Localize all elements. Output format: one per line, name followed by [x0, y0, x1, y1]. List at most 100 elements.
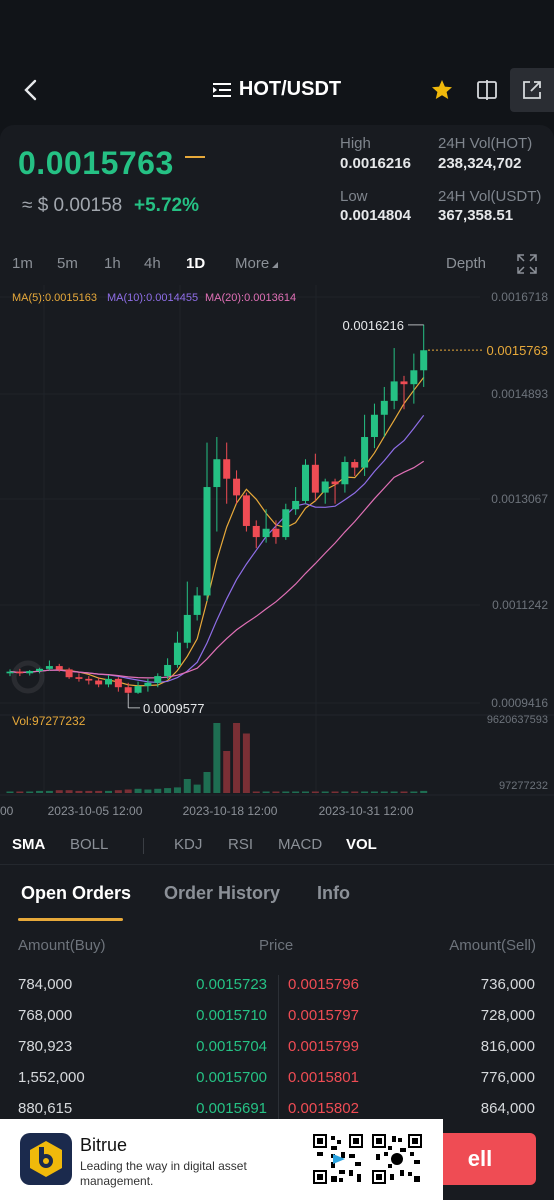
- tab-rsi[interactable]: RSI: [228, 836, 254, 853]
- high-label: High: [340, 135, 371, 152]
- volume-bar: [65, 790, 73, 793]
- orderbook-divider: [278, 975, 279, 1120]
- tab-open-orders[interactable]: Open Orders: [21, 883, 132, 903]
- more-label: More: [235, 255, 270, 272]
- qr-code-icon: [372, 1134, 422, 1184]
- watermark-logo: [11, 660, 45, 694]
- candle: [134, 686, 142, 693]
- volume-bar: [302, 791, 309, 793]
- last-price-label: 0.0015763: [487, 343, 548, 358]
- order-row[interactable]: 768,000 0.0015710 0.0015797 728,000: [0, 1007, 554, 1037]
- candle: [203, 487, 211, 596]
- vol-label: Vol:97277232: [12, 714, 86, 728]
- ask-price: 0.0015801: [288, 1069, 359, 1086]
- x-tick-label: 2023-10-18 12:00: [183, 804, 278, 818]
- buy-amount: 784,000: [18, 976, 73, 993]
- tab-1m[interactable]: 1m: [12, 255, 33, 272]
- volume-bar: [331, 791, 339, 793]
- star-icon[interactable]: [424, 72, 460, 108]
- vol-tick-label: 9620637593: [487, 714, 548, 726]
- compare-icon[interactable]: [469, 72, 505, 108]
- candle: [292, 500, 300, 510]
- volume-bar: [16, 791, 24, 793]
- x-tick-label: 2023-10-05 12:00: [48, 804, 143, 818]
- candle: [242, 495, 250, 526]
- vol-hot-label: 24H Vol(HOT): [438, 135, 533, 152]
- ma20-line: [9, 460, 425, 679]
- candle: [321, 481, 329, 493]
- volume-bar: [124, 789, 132, 793]
- bid-price: 0.0015700: [196, 1069, 267, 1086]
- volume-bar: [45, 790, 53, 793]
- order-row[interactable]: 1,552,000 0.0015700 0.0015801 776,000: [0, 1069, 554, 1099]
- back-icon[interactable]: [18, 76, 44, 104]
- ad-banner[interactable]: Bitrue Leading the way in digital asset …: [0, 1119, 443, 1200]
- buy-amount: 1,552,000: [18, 1069, 85, 1086]
- tab-more[interactable]: More: [235, 255, 279, 272]
- ma5-label: MA(5):0.0015163: [12, 292, 97, 304]
- usd-equivalent: ≈ $ 0.00158: [22, 195, 123, 216]
- candle: [410, 370, 418, 385]
- tab-boll[interactable]: BOLL: [70, 836, 109, 853]
- y-tick-label: 0.0009416: [491, 696, 548, 710]
- tab-1h[interactable]: 1h: [104, 255, 121, 272]
- x-tick-label: 2023-10-31 12:00: [319, 804, 414, 818]
- volume-bar: [242, 733, 250, 793]
- tab-kdj[interactable]: KDJ: [174, 836, 203, 853]
- sell-amount: 816,000: [480, 1038, 535, 1055]
- tab-info[interactable]: Info: [317, 883, 350, 903]
- volume-bar: [55, 790, 63, 793]
- candle: [420, 350, 428, 371]
- buy-amount: 768,000: [18, 1007, 73, 1024]
- volume-bar: [272, 791, 280, 793]
- header: HOT/USDT: [0, 0, 554, 125]
- high-value: 0.0016216: [340, 155, 411, 172]
- low-label: Low: [340, 188, 368, 205]
- volume-bar: [6, 791, 14, 793]
- share-icon[interactable]: [510, 68, 554, 112]
- tab-5m[interactable]: 5m: [57, 255, 78, 272]
- candle: [351, 462, 359, 468]
- bitrue-logo: [20, 1133, 72, 1185]
- candle: [361, 437, 369, 468]
- volume-bar: [370, 791, 378, 793]
- tab-4h[interactable]: 4h: [144, 255, 161, 272]
- tab-depth[interactable]: Depth: [446, 255, 487, 272]
- y-tick-label: 0.0011242: [492, 598, 548, 612]
- candle: [262, 528, 270, 538]
- tab-order-history[interactable]: Order History: [164, 883, 281, 903]
- y-tick-label: 0.0016718: [491, 290, 548, 304]
- volume-bar: [380, 791, 388, 793]
- volume-bar: [282, 791, 290, 793]
- pair-selector[interactable]: HOT/USDT: [0, 78, 554, 101]
- vol-hot-value: 238,324,702: [438, 155, 522, 172]
- volume-bar: [183, 779, 191, 793]
- tab-macd[interactable]: MACD: [278, 836, 323, 853]
- bid-price: 0.0015723: [196, 976, 267, 993]
- separator: [143, 838, 144, 854]
- timeframe-tabs: 1m 5m 1h 4h 1D More: [0, 255, 554, 285]
- pair-title: HOT/USDT: [238, 78, 342, 100]
- volume-bar: [223, 751, 231, 793]
- banner-brand: Bitrue: [80, 1135, 128, 1155]
- sell-amount: 776,000: [480, 1069, 535, 1086]
- candle: [154, 676, 162, 683]
- sell-amount: 736,000: [480, 976, 535, 993]
- header-amount-buy: Amount(Buy): [18, 937, 106, 954]
- candle: [114, 678, 122, 688]
- bid-price: 0.0015710: [196, 1007, 267, 1024]
- order-row[interactable]: 780,923 0.0015704 0.0015799 816,000: [0, 1038, 554, 1068]
- candlestick-chart[interactable]: MA(5):0.0015163 MA(10):0.0014455 MA(20):0.…: [0, 285, 554, 825]
- tab-vol[interactable]: VOL: [346, 836, 377, 853]
- vol-usdt-label: 24H Vol(USDT): [438, 188, 542, 205]
- order-row[interactable]: 784,000 0.0015723 0.0015796 736,000: [0, 976, 554, 1006]
- tab-sma[interactable]: SMA: [12, 836, 46, 853]
- tab-1d[interactable]: 1D: [186, 255, 206, 272]
- active-tab-indicator: [185, 156, 205, 158]
- market-panel: 0.0015763 ≈ $ 0.00158 +5.72% High 0.0016…: [0, 125, 554, 1200]
- volume-bar: [390, 791, 398, 793]
- candle: [252, 525, 260, 538]
- candle: [282, 509, 290, 538]
- order-row[interactable]: 880,615 0.0015691 0.0015802 864,000: [0, 1100, 554, 1130]
- fullscreen-icon[interactable]: [516, 253, 538, 275]
